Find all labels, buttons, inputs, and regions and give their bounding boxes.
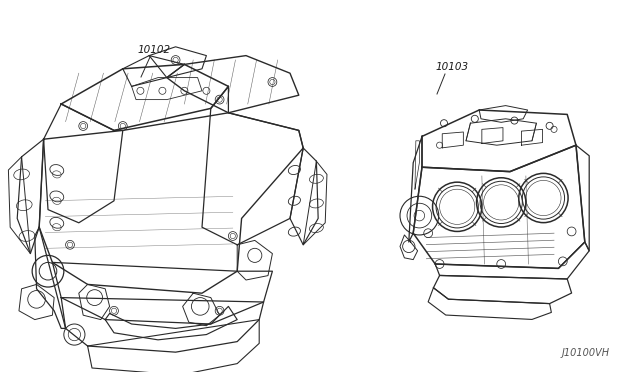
Text: J10100VH: J10100VH [562,348,610,358]
Text: 10103: 10103 [435,62,468,72]
Text: 10102: 10102 [138,45,171,55]
